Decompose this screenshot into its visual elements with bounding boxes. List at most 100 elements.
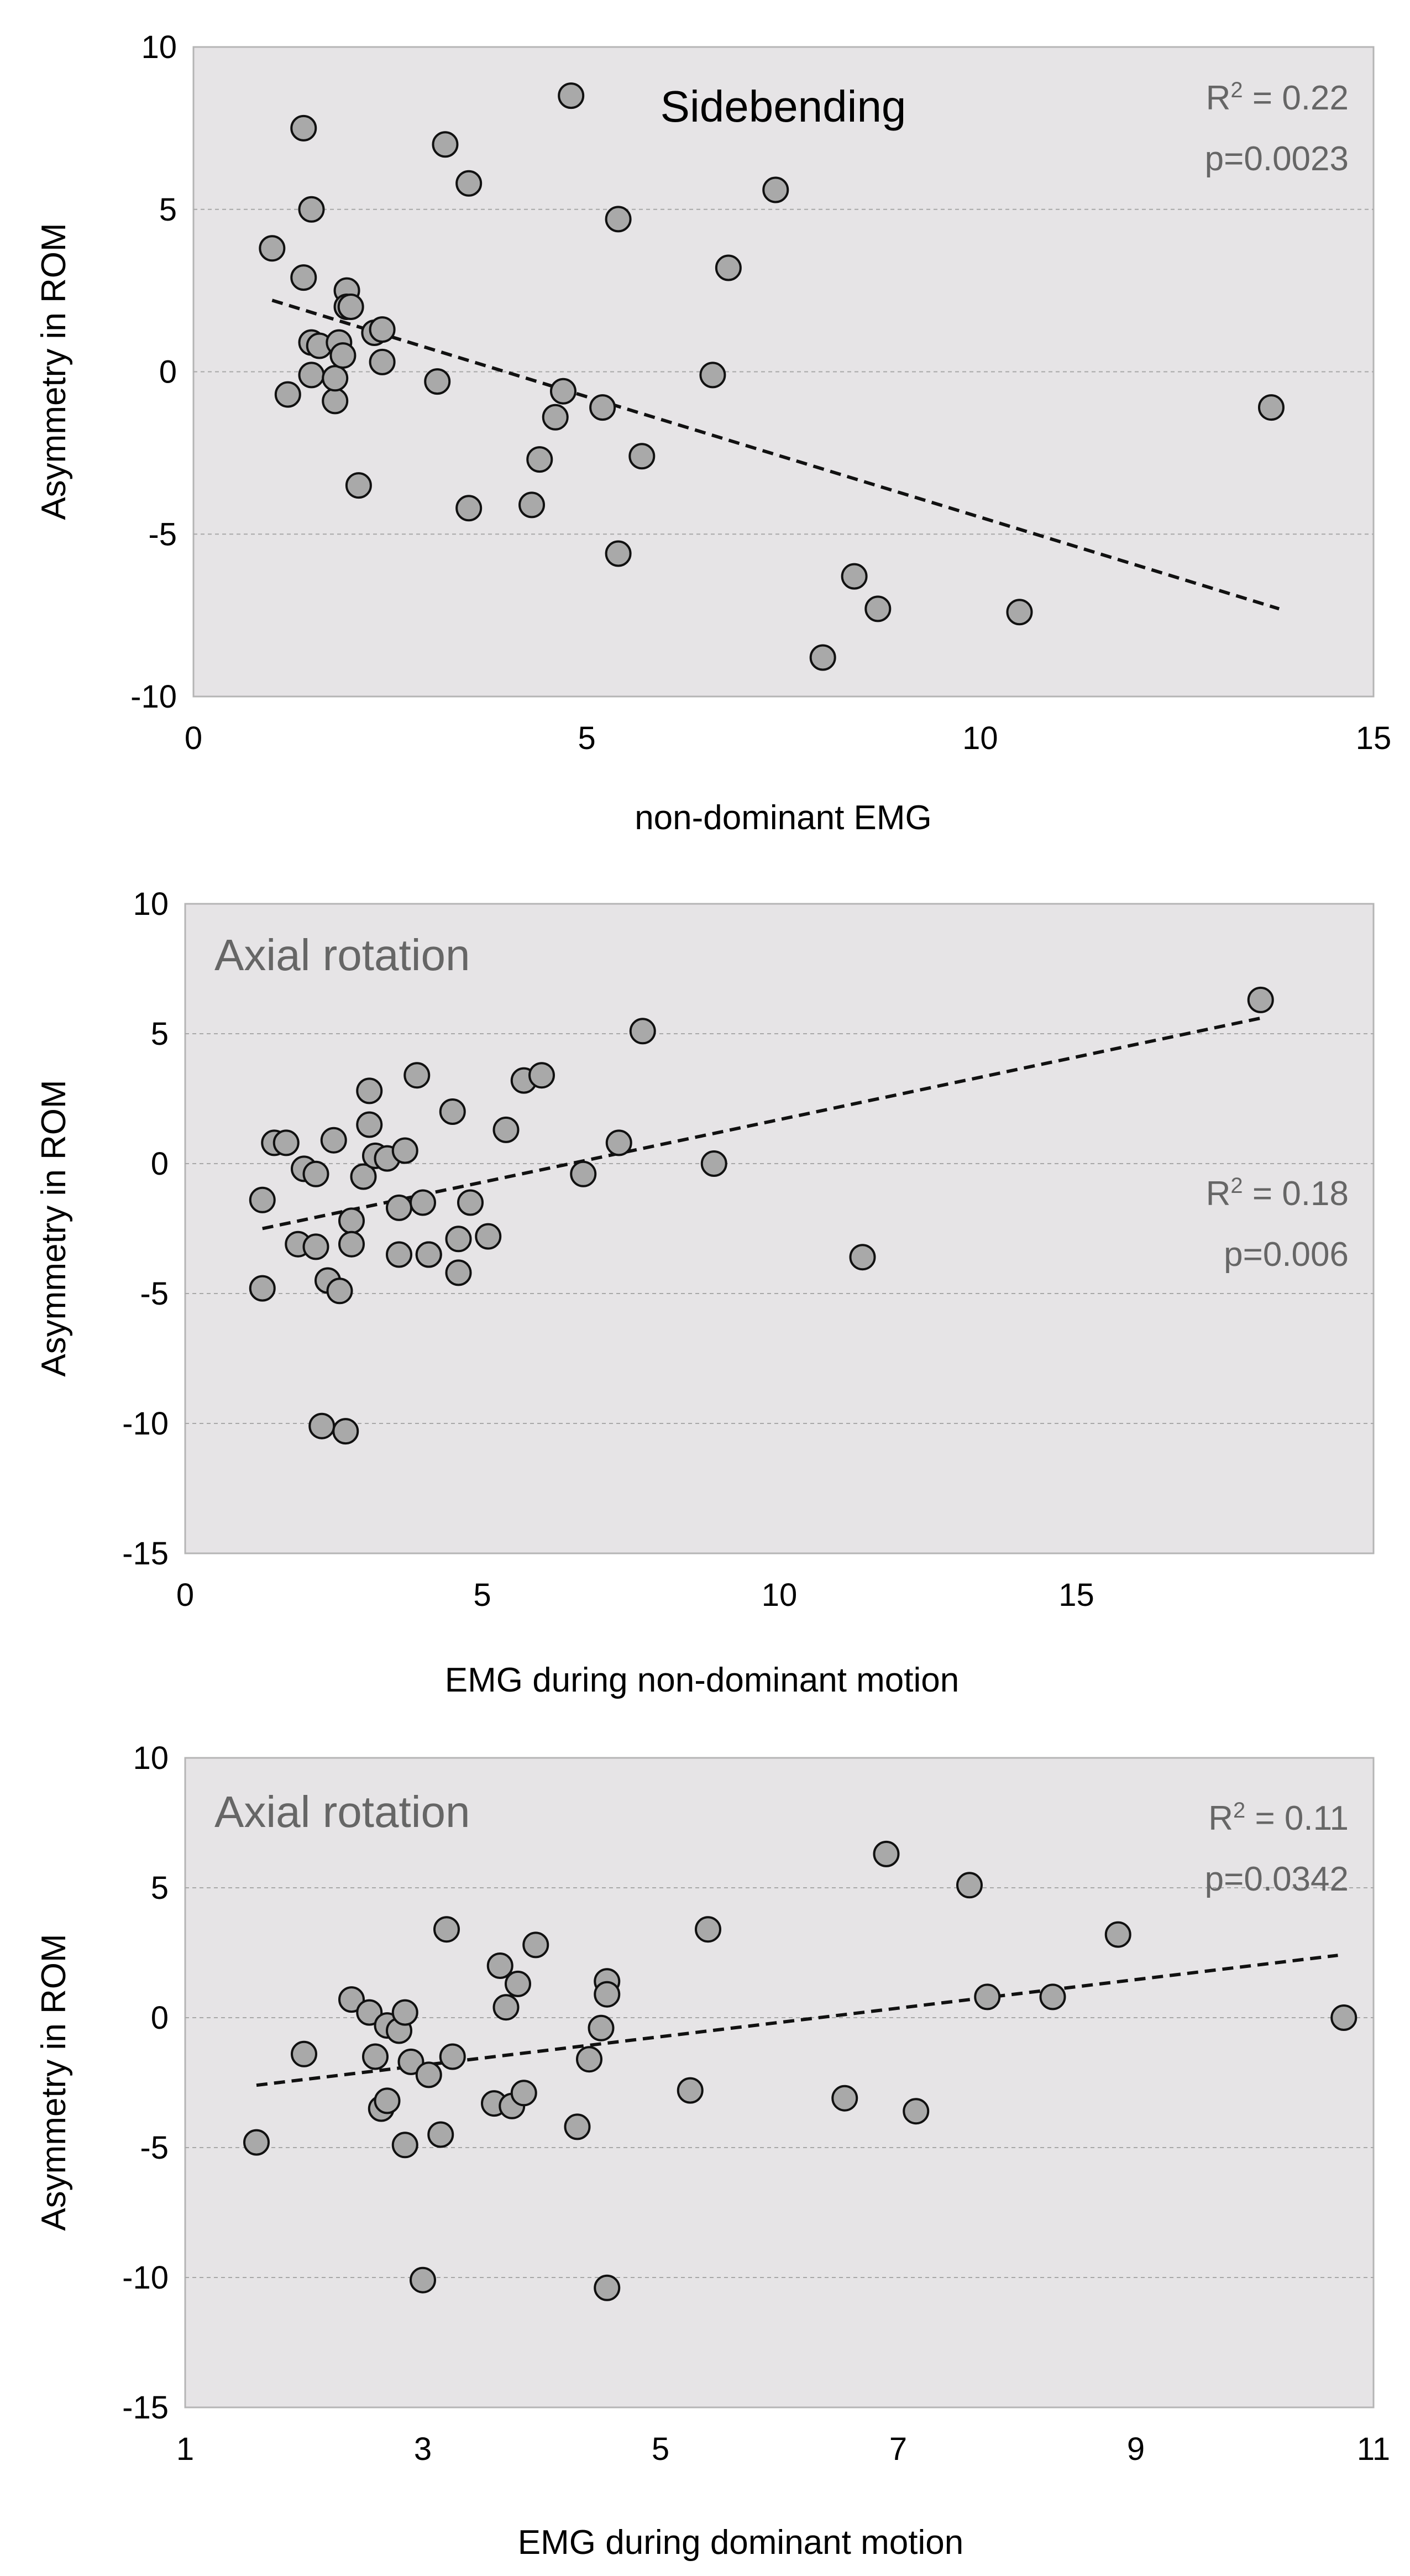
data-point	[391, 2132, 418, 2159]
data-point	[338, 1986, 365, 2013]
data-point	[369, 316, 396, 343]
y-axis-title: Asymmetry in ROM	[35, 1934, 73, 2231]
trendline-group	[271, 299, 1280, 611]
data-point	[594, 2274, 621, 2301]
data-point	[362, 2043, 389, 2070]
data-point	[391, 1999, 418, 2026]
data-point	[526, 446, 553, 473]
data-point	[259, 235, 286, 262]
data-point	[249, 1186, 276, 1213]
data-point	[337, 294, 364, 320]
trendline	[256, 1954, 1338, 2087]
data-point	[415, 2061, 442, 2088]
data-point	[455, 495, 483, 522]
data-point	[445, 1226, 472, 1253]
y-axis-title: Asymmetry in ROM	[35, 1080, 73, 1376]
data-point	[249, 1275, 276, 1302]
r-squared-label: R2 = 0.22	[1206, 78, 1349, 117]
data-point	[699, 362, 726, 389]
x-tick-labels: 1 3 5 7 9 11	[176, 2431, 1390, 2467]
data-point	[492, 1116, 520, 1143]
data-point	[841, 563, 868, 590]
x-axis-title: EMG during non-dominant motion	[445, 1661, 959, 1699]
trendline	[271, 299, 1280, 611]
data-point	[1257, 394, 1285, 421]
data-point	[322, 365, 349, 392]
data-point	[291, 2040, 317, 2067]
y-tick-label: -5	[148, 516, 177, 552]
data-point	[873, 1840, 900, 1867]
y-axis-title: Asymmetry in ROM	[35, 223, 73, 520]
data-point	[594, 1981, 621, 2008]
y-tick-label: 10	[133, 1740, 169, 1776]
data-point	[589, 394, 616, 421]
data-point	[356, 1999, 383, 2026]
data-point	[605, 1129, 632, 1156]
y-tick-label: 10	[133, 886, 169, 922]
data-point	[308, 1412, 336, 1439]
data-point	[974, 1983, 1001, 2010]
data-point	[629, 1018, 656, 1045]
x-tick-label: 5	[652, 2431, 669, 2467]
data-point	[628, 443, 656, 470]
data-point	[1247, 986, 1274, 1013]
x-tick-label: 5	[473, 1577, 491, 1613]
data-point	[432, 131, 459, 158]
data-point	[809, 644, 836, 671]
data-point	[298, 362, 325, 389]
data-point	[518, 491, 546, 519]
data-point	[356, 1077, 383, 1104]
x-tick-label: 11	[1357, 2431, 1390, 2467]
data-point	[326, 1277, 353, 1305]
y-tick-label: 5	[159, 192, 177, 228]
y-tick-label: -15	[122, 2390, 169, 2426]
panel-title: Sidebending	[661, 82, 906, 131]
data-point	[455, 170, 483, 197]
x-tick-label: 3	[414, 2431, 432, 2467]
x-axis-title: EMG during dominant motion	[518, 2523, 963, 2562]
y-tick-label: 0	[151, 1146, 169, 1182]
data-point	[605, 206, 632, 233]
x-axis-title: non-dominant EMG	[635, 799, 932, 837]
y-tick-label: 0	[151, 2000, 169, 2036]
data-point	[439, 1098, 466, 1125]
data-point	[243, 2129, 270, 2156]
data-point	[427, 2121, 454, 2148]
y-tick-labels: -15 -10 -5 0 5 10	[122, 1740, 169, 2426]
y-tick-label: -15	[122, 1536, 169, 1572]
x-tick-label: 5	[578, 720, 596, 756]
data-point	[528, 1062, 555, 1089]
x-tick-label: 0	[185, 720, 202, 756]
data-point	[345, 472, 372, 499]
data-point	[386, 1194, 412, 1221]
data-point	[424, 368, 451, 395]
data-point	[831, 2085, 858, 2112]
data-point	[356, 1111, 383, 1138]
data-point	[1039, 1983, 1066, 2010]
data-point	[338, 1231, 365, 1258]
x-tick-label: 15	[1356, 720, 1392, 756]
data-point	[445, 1259, 472, 1286]
data-point	[332, 1418, 359, 1445]
data-point	[290, 114, 317, 142]
data-point	[457, 1189, 484, 1216]
data-point	[903, 2098, 930, 2125]
x-tick-label: 0	[176, 1577, 194, 1613]
y-tick-label: -5	[140, 2130, 169, 2166]
data-point	[558, 82, 585, 109]
data-point	[1330, 2004, 1357, 2031]
x-tick-labels: 0 5 10 15	[176, 1577, 1094, 1613]
data-point	[410, 1189, 436, 1216]
data-point	[338, 1207, 365, 1234]
p-value-label: p=0.0023	[1205, 140, 1349, 178]
y-tick-label: 5	[151, 1016, 169, 1052]
chart-axial-rotation-non-dominant: -15 -10 -5 0 5 10 0 5 10 15 Axial rotation R2 = …	[35, 886, 1375, 1699]
plot-area	[184, 903, 1375, 1554]
data-point	[298, 196, 325, 223]
plot-area	[184, 1757, 1375, 2409]
data-point	[329, 342, 357, 369]
chart-sidebending: -10 -5 0 5 10 0 5 10 15 Sidebending R2 = 0.22 p…	[35, 29, 1391, 837]
data-point	[433, 1916, 460, 1943]
data-point	[849, 1244, 876, 1271]
